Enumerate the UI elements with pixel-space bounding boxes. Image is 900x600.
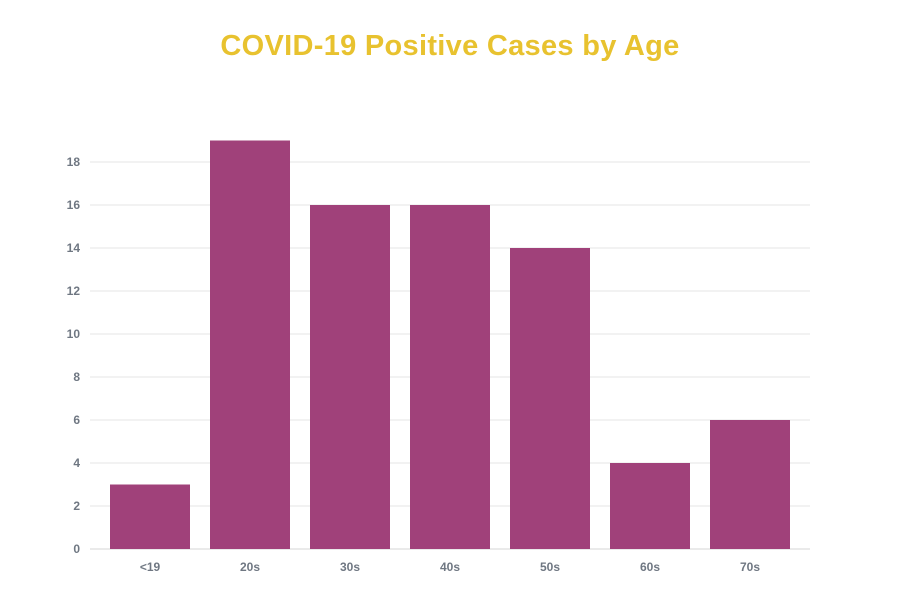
x-tick-label: 50s [540,560,560,574]
chart-title: COVID-19 Positive Cases by Age [220,30,680,62]
bar [210,140,290,549]
y-tick-label: 12 [67,284,81,298]
bar [110,484,190,549]
y-tick-label: 6 [73,413,80,427]
y-tick-label: 0 [73,542,80,556]
y-tick-label: 10 [67,327,81,341]
y-tick-label: 8 [73,370,80,384]
y-tick-label: 14 [67,241,81,255]
bars [110,140,790,549]
x-tick-label: 40s [440,560,460,574]
x-tick-label: 20s [240,560,260,574]
x-tick-label: 60s [640,560,660,574]
x-tick-label: <19 [140,560,161,574]
y-tick-label: 4 [73,456,80,470]
y-tick-label: 2 [73,499,80,513]
x-axis-tick-labels: <19 20s 30s 40s 50s 60s 70s [140,560,761,574]
bar [710,420,790,549]
y-tick-label: 16 [67,198,81,212]
bar [610,463,690,549]
y-tick-label: 18 [67,155,81,169]
x-tick-label: 30s [340,560,360,574]
x-tick-label: 70s [740,560,760,574]
y-axis-tick-labels: 0 2 4 6 8 10 12 14 16 18 [67,155,81,556]
bar [510,248,590,549]
bar [410,205,490,549]
bar [310,205,390,549]
